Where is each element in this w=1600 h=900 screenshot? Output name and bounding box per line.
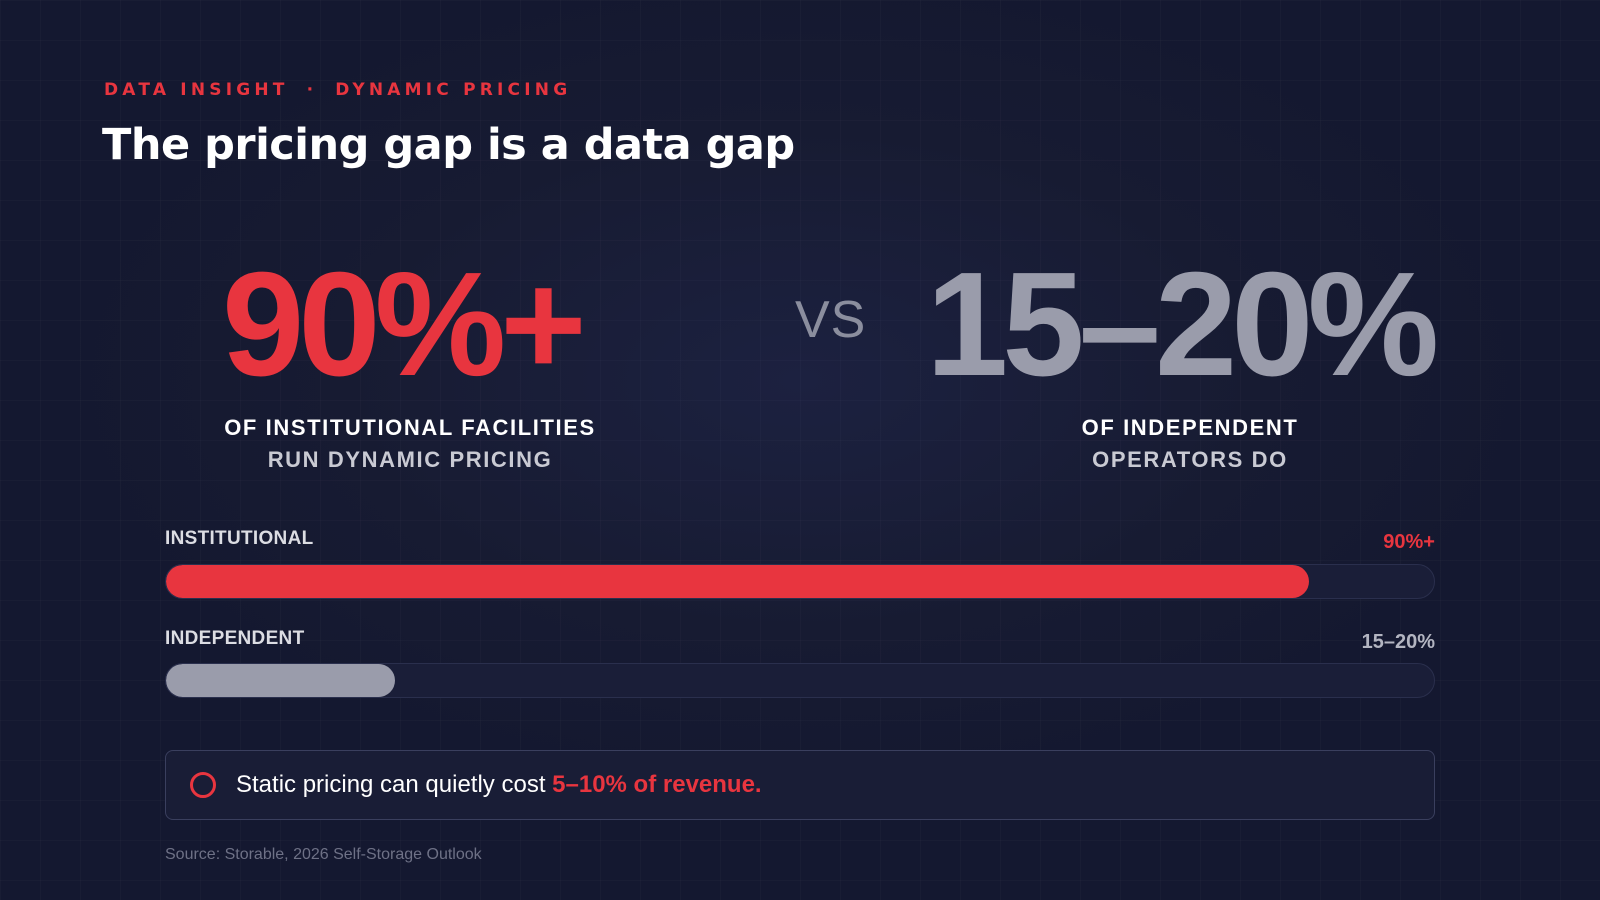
callout-highlight: 5–10% of revenue. bbox=[552, 771, 762, 798]
eyebrow-separator: · bbox=[306, 80, 318, 100]
bar-value-institutional: 90%+ bbox=[1383, 531, 1435, 553]
bar-track-institutional bbox=[165, 564, 1435, 599]
independent-caption-line1: OF INDEPENDENT bbox=[1081, 415, 1299, 440]
callout-text: Static pricing can quietly cost 5–10% of… bbox=[236, 771, 762, 799]
institutional-stat-value: 90%+ bbox=[222, 242, 587, 407]
eyebrow-right: DYNAMIC PRICING bbox=[335, 80, 572, 100]
bar-label-independent: INDEPENDENT bbox=[165, 628, 305, 649]
source-note: Source: Storable, 2026 Self-Storage Outl… bbox=[165, 846, 482, 863]
circle-icon bbox=[190, 772, 216, 798]
independent-caption: OF INDEPENDENT OPERATORS DO bbox=[940, 412, 1440, 476]
institutional-caption-line2: RUN DYNAMIC PRICING bbox=[267, 447, 553, 472]
independent-stat-value: 15–20% bbox=[926, 242, 1439, 407]
eyebrow: DATA INSIGHT · DYNAMIC PRICING bbox=[104, 80, 571, 100]
bar-track-independent bbox=[165, 663, 1435, 698]
eyebrow-left: DATA INSIGHT bbox=[104, 80, 289, 100]
independent-caption-line2: OPERATORS DO bbox=[1092, 447, 1288, 472]
callout-text-main: Static pricing can quietly cost bbox=[236, 771, 553, 798]
institutional-caption-line1: OF INSTITUTIONAL FACILITIES bbox=[224, 415, 596, 440]
vs-label: VS bbox=[795, 291, 867, 349]
bar-fill-institutional bbox=[166, 565, 1309, 598]
page-title: The pricing gap is a data gap bbox=[102, 120, 795, 170]
bar-value-independent: 15–20% bbox=[1361, 631, 1435, 653]
institutional-caption: OF INSTITUTIONAL FACILITIES RUN DYNAMIC … bbox=[160, 412, 660, 476]
callout-box: Static pricing can quietly cost 5–10% of… bbox=[165, 750, 1435, 820]
bar-label-institutional: INSTITUTIONAL bbox=[165, 528, 314, 549]
bar-fill-independent bbox=[166, 664, 395, 697]
